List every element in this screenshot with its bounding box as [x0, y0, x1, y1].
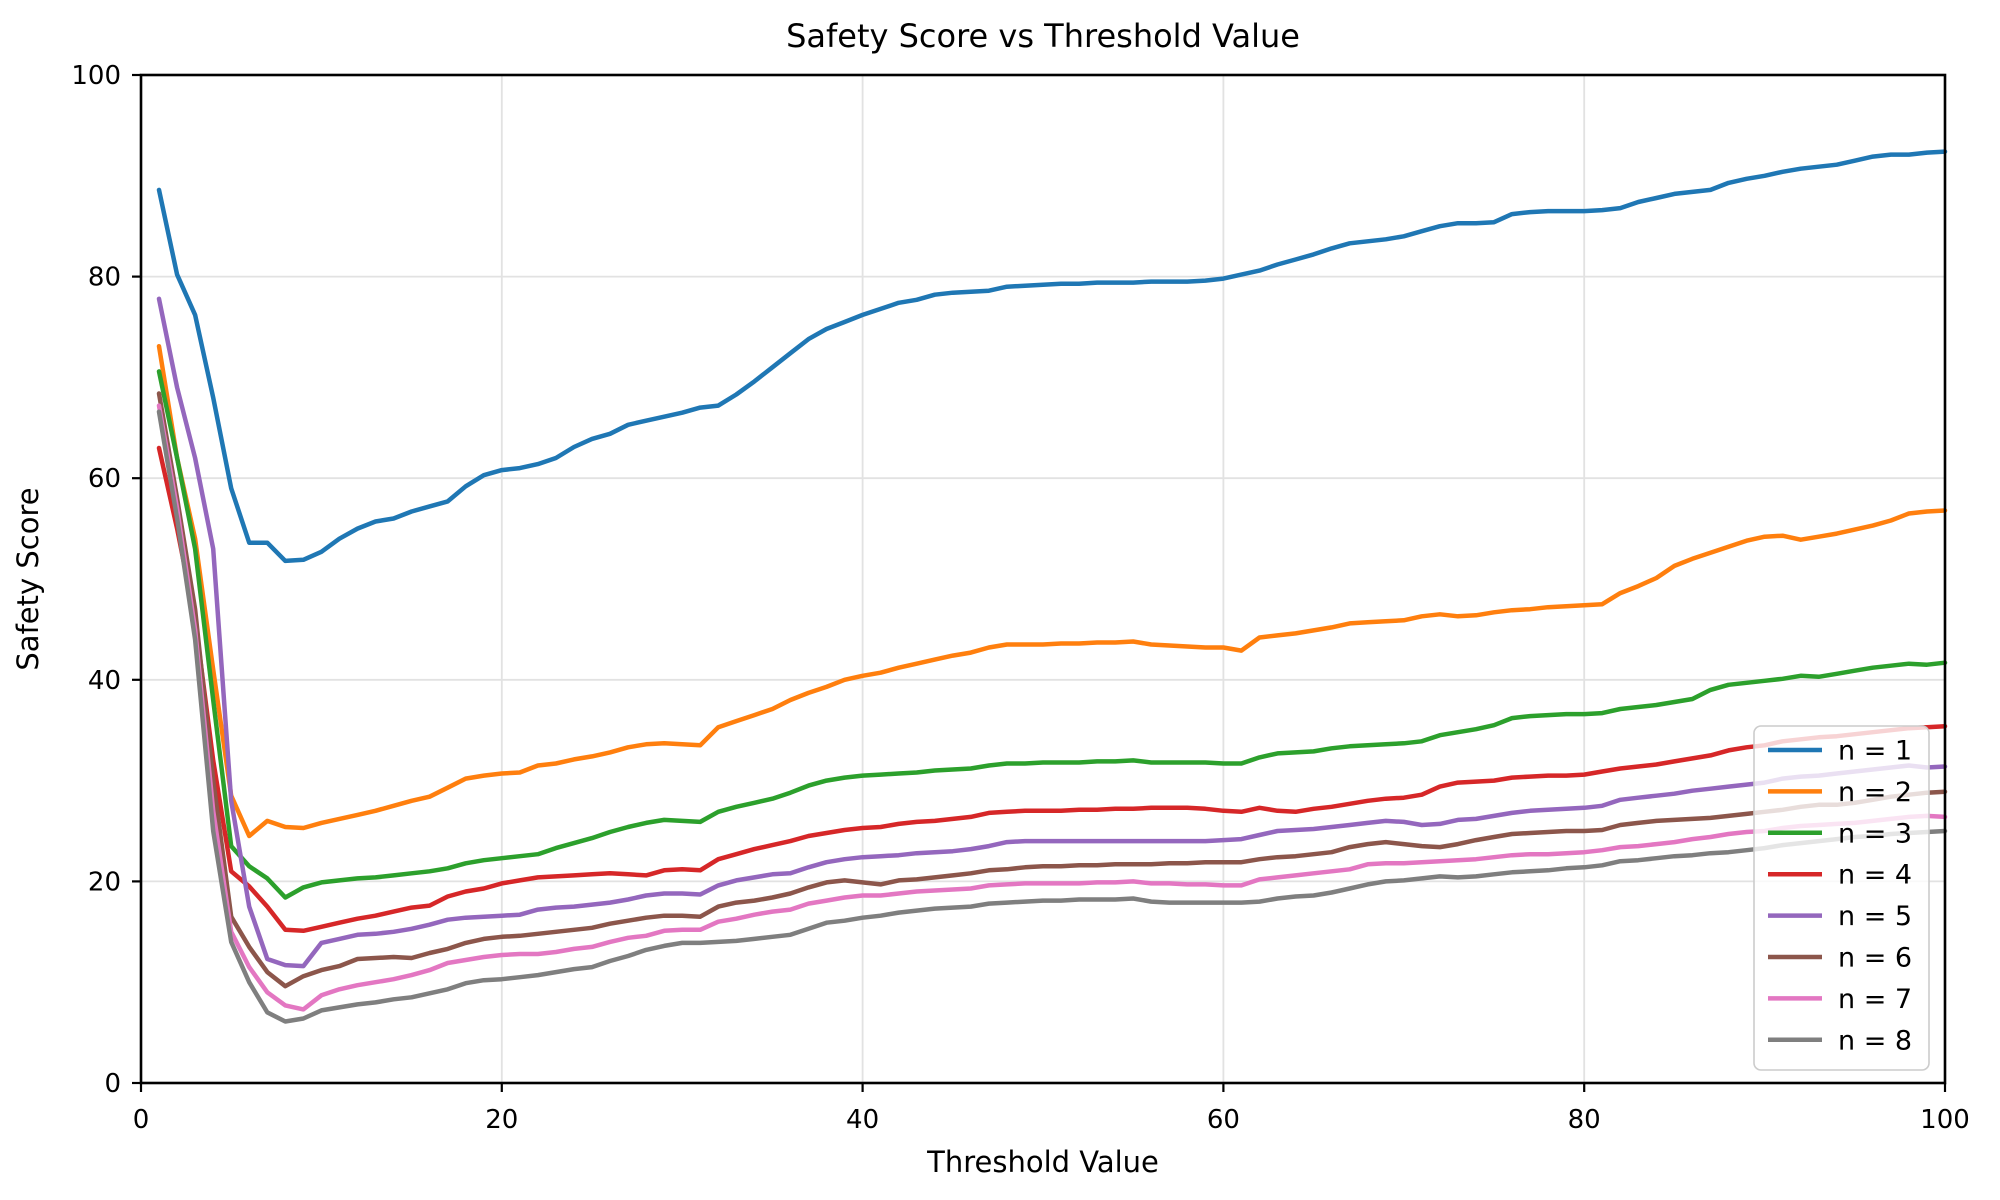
x-tick-label: 0 [133, 1105, 150, 1135]
series-line-8 [156, 409, 1948, 1024]
y-tick-label: 0 [104, 1069, 121, 1099]
legend-label-5: n = 5 [1838, 901, 1912, 932]
plot-border [139, 73, 1947, 1085]
legend: n = 1 n = 2 n = 3 n = 4 n = 5 n = 6 n = 7 n = 8 [1753, 725, 1930, 1071]
series-line-4 [156, 445, 1948, 934]
series-line-7 [156, 403, 1948, 1012]
legend-label-4: n = 4 [1838, 860, 1912, 891]
series-line-3 [156, 369, 1948, 900]
x-axis-label: Threshold Value [926, 1145, 1159, 1179]
series-line-5 [156, 296, 1948, 969]
legend-label-7: n = 7 [1838, 984, 1912, 1015]
series-lines [156, 149, 1948, 1024]
y-tick-label: 100 [71, 61, 121, 91]
series-line-6 [156, 391, 1948, 989]
legend-label-6: n = 6 [1838, 943, 1912, 974]
legend-box [1753, 725, 1930, 1071]
axis-ticks: 0 20 40 60 80 100 0 20 40 60 80 100 [71, 61, 1969, 1135]
y-axis-label: Safety Score [11, 487, 45, 670]
legend-label-8: n = 8 [1838, 1025, 1912, 1056]
gridlines [140, 74, 1946, 1084]
legend-label-1: n = 1 [1838, 736, 1912, 767]
x-tick-label: 80 [1568, 1105, 1601, 1135]
x-tick-label: 60 [1207, 1105, 1240, 1135]
y-tick-label: 40 [88, 666, 121, 696]
x-tick-label: 100 [1920, 1105, 1970, 1135]
series-line-1 [156, 149, 1948, 564]
legend-label-3: n = 3 [1838, 818, 1912, 849]
y-tick-label: 20 [88, 867, 121, 897]
chart-title: Safety Score vs Threshold Value [786, 17, 1300, 55]
axes-spines [139, 73, 1947, 1085]
y-tick-label: 60 [88, 464, 121, 494]
series-line-2 [156, 343, 1948, 839]
x-tick-label: 40 [846, 1105, 879, 1135]
legend-label-2: n = 2 [1838, 777, 1912, 808]
y-tick-label: 80 [88, 263, 121, 293]
x-tick-label: 20 [485, 1105, 518, 1135]
